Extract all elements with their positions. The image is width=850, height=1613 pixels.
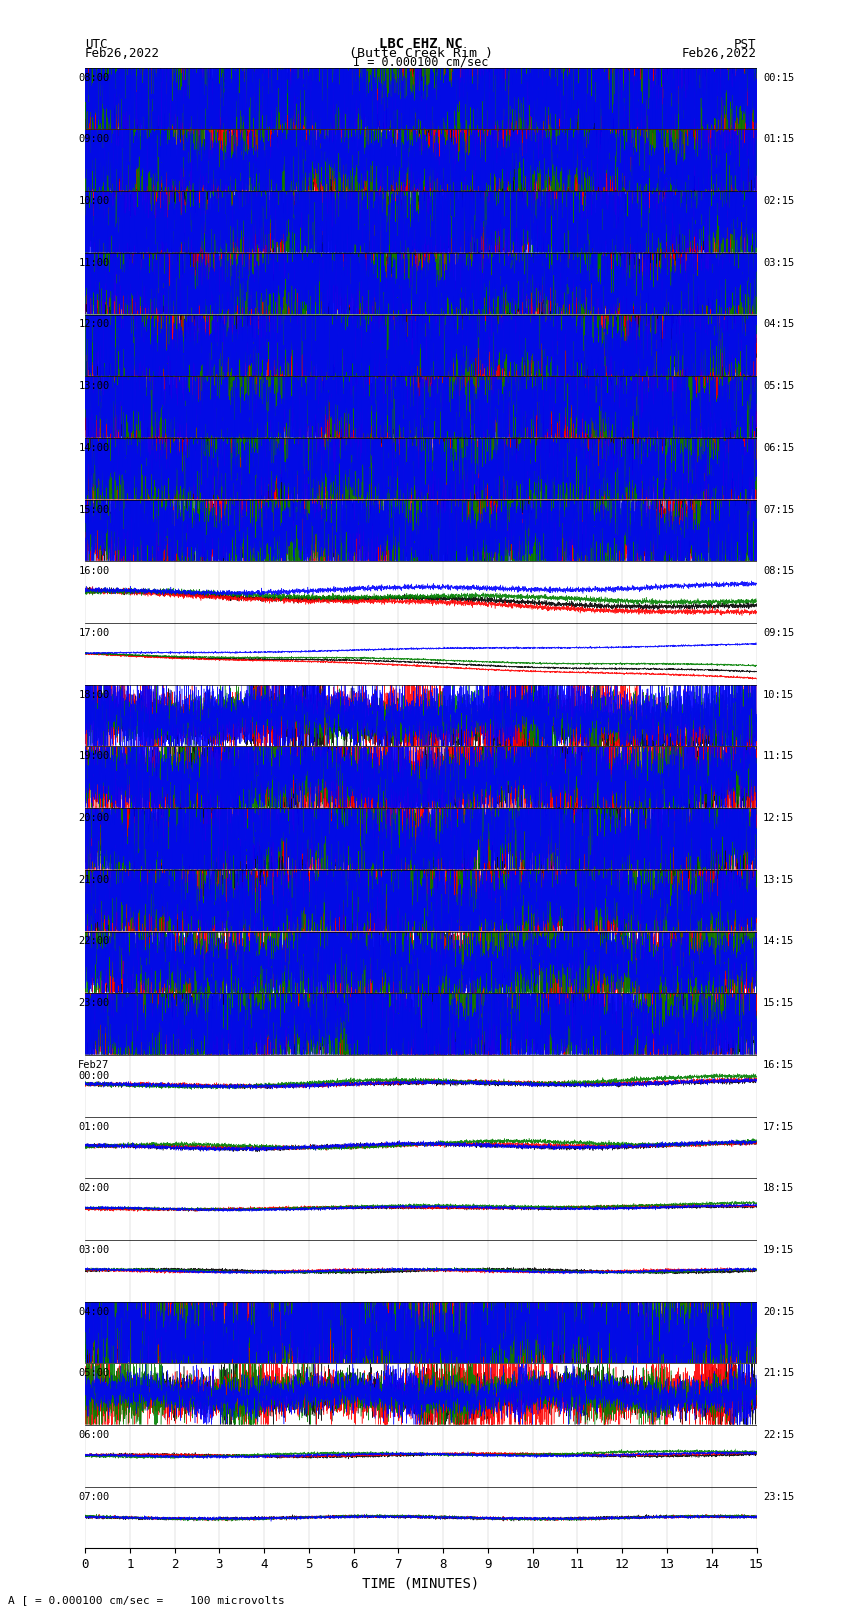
Text: A [ = 0.000100 cm/sec =    100 microvolts: A [ = 0.000100 cm/sec = 100 microvolts — [8, 1595, 286, 1605]
Text: 18:15: 18:15 — [763, 1184, 795, 1194]
Text: 05:15: 05:15 — [763, 381, 795, 392]
Bar — [85, 68, 756, 129]
Text: 05:00: 05:00 — [78, 1368, 110, 1379]
Text: 03:00: 03:00 — [78, 1245, 110, 1255]
Text: 06:15: 06:15 — [763, 444, 795, 453]
Text: 12:00: 12:00 — [78, 319, 110, 329]
Text: 08:15: 08:15 — [763, 566, 795, 576]
Bar — [85, 994, 756, 1055]
Text: I = 0.000100 cm/sec: I = 0.000100 cm/sec — [353, 55, 489, 69]
Text: 15:00: 15:00 — [78, 505, 110, 515]
Bar — [85, 376, 756, 437]
Text: 22:15: 22:15 — [763, 1431, 795, 1440]
Text: 18:00: 18:00 — [78, 690, 110, 700]
Text: 23:00: 23:00 — [78, 998, 110, 1008]
Text: 12:15: 12:15 — [763, 813, 795, 823]
Text: 21:15: 21:15 — [763, 1368, 795, 1379]
Text: Feb26,2022: Feb26,2022 — [85, 47, 160, 60]
Text: 23:15: 23:15 — [763, 1492, 795, 1502]
Text: 04:00: 04:00 — [78, 1307, 110, 1316]
Text: UTC: UTC — [85, 37, 107, 50]
Text: 09:15: 09:15 — [763, 627, 795, 639]
X-axis label: TIME (MINUTES): TIME (MINUTES) — [362, 1578, 479, 1590]
Text: 14:00: 14:00 — [78, 444, 110, 453]
Bar — [85, 192, 756, 253]
Text: 10:15: 10:15 — [763, 690, 795, 700]
Bar — [85, 747, 756, 808]
Text: 07:00: 07:00 — [78, 1492, 110, 1502]
Text: 02:15: 02:15 — [763, 197, 795, 206]
Text: 17:15: 17:15 — [763, 1121, 795, 1132]
Text: 11:15: 11:15 — [763, 752, 795, 761]
Text: 02:00: 02:00 — [78, 1184, 110, 1194]
Text: 13:15: 13:15 — [763, 874, 795, 886]
Text: 10:00: 10:00 — [78, 197, 110, 206]
Text: 03:15: 03:15 — [763, 258, 795, 268]
Bar — [85, 315, 756, 376]
Bar — [85, 129, 756, 192]
Text: 07:15: 07:15 — [763, 505, 795, 515]
Text: 14:15: 14:15 — [763, 937, 795, 947]
Text: LBC EHZ NC: LBC EHZ NC — [379, 37, 462, 50]
Text: 20:00: 20:00 — [78, 813, 110, 823]
Text: 15:15: 15:15 — [763, 998, 795, 1008]
Text: 17:00: 17:00 — [78, 627, 110, 639]
Text: Feb27
00:00: Feb27 00:00 — [78, 1060, 110, 1081]
Text: 11:00: 11:00 — [78, 258, 110, 268]
Bar — [85, 1302, 756, 1363]
Text: 06:00: 06:00 — [78, 1431, 110, 1440]
Text: PST: PST — [734, 37, 756, 50]
Text: 16:15: 16:15 — [763, 1060, 795, 1069]
Bar — [85, 869, 756, 932]
Text: 00:15: 00:15 — [763, 73, 795, 82]
Text: 16:00: 16:00 — [78, 566, 110, 576]
Text: 13:00: 13:00 — [78, 381, 110, 392]
Text: 21:00: 21:00 — [78, 874, 110, 886]
Text: 04:15: 04:15 — [763, 319, 795, 329]
Text: Feb26,2022: Feb26,2022 — [682, 47, 756, 60]
Text: 19:00: 19:00 — [78, 752, 110, 761]
Bar — [85, 500, 756, 561]
Text: 01:00: 01:00 — [78, 1121, 110, 1132]
Bar — [85, 253, 756, 315]
Bar — [85, 439, 756, 500]
Text: (Butte Creek Rim ): (Butte Creek Rim ) — [348, 47, 493, 60]
Text: 08:00: 08:00 — [78, 73, 110, 82]
Text: 09:00: 09:00 — [78, 134, 110, 145]
Text: 01:15: 01:15 — [763, 134, 795, 145]
Bar — [85, 808, 756, 869]
Text: 20:15: 20:15 — [763, 1307, 795, 1316]
Text: 22:00: 22:00 — [78, 937, 110, 947]
Text: 19:15: 19:15 — [763, 1245, 795, 1255]
